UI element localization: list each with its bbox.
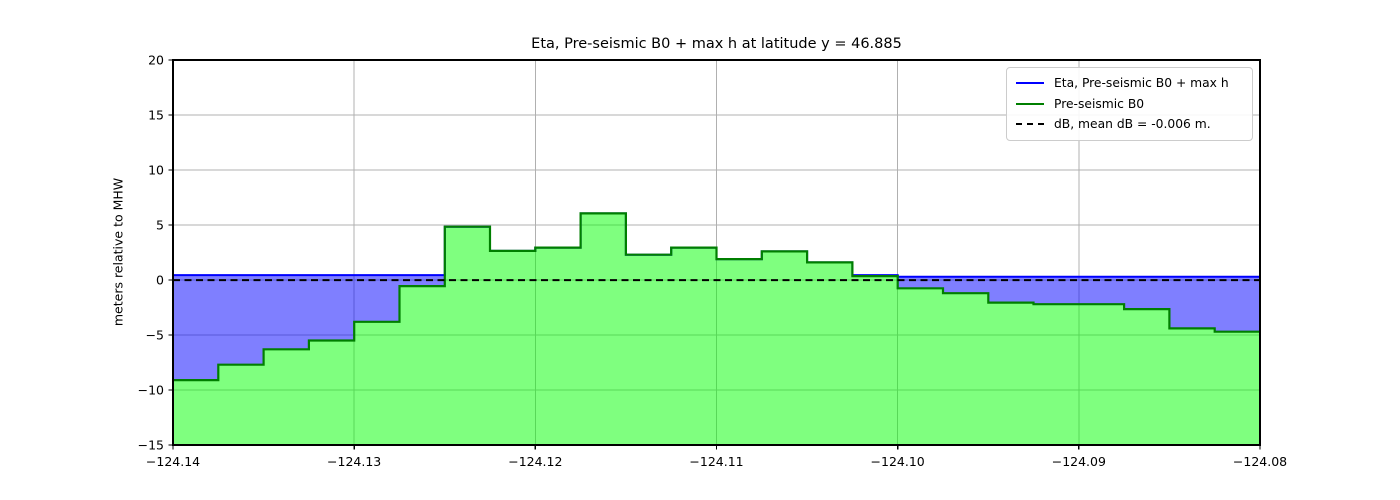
x-tick-label: −124.09	[1052, 454, 1106, 469]
y-tick-label: −15	[138, 438, 164, 453]
x-tick-label: −124.08	[1233, 454, 1287, 469]
legend-line-sample	[1016, 123, 1044, 126]
x-tick-label: −124.13	[327, 454, 381, 469]
legend-label: dB, mean dB = -0.006 m.	[1054, 117, 1211, 132]
chart-title: Eta, Pre-seismic B0 + max h at latitude …	[531, 36, 902, 52]
legend-row: Pre-seismic B0	[1016, 94, 1244, 115]
legend: Eta, Pre-seismic B0 + max h Pre-seismic B…	[1006, 67, 1253, 141]
y-tick-label: 5	[156, 218, 164, 233]
legend-row: Eta, Pre-seismic B0 + max h	[1016, 73, 1244, 94]
y-tick-label: 15	[148, 108, 164, 123]
legend-row: dB, mean dB = -0.006 m.	[1016, 114, 1244, 135]
legend-line-sample	[1016, 82, 1044, 85]
y-tick-label: −10	[138, 383, 164, 398]
x-tick-label: −124.12	[508, 454, 562, 469]
x-tick-label: −124.10	[871, 454, 925, 469]
legend-label: Pre-seismic B0	[1054, 96, 1145, 111]
y-tick-label: 10	[148, 163, 164, 178]
legend-label: Eta, Pre-seismic B0 + max h	[1054, 76, 1229, 91]
b0-line	[173, 212, 1260, 382]
x-tick-label: −124.14	[146, 454, 200, 469]
eta-fill	[173, 213, 1260, 381]
y-tick-label: 20	[148, 53, 164, 68]
legend-line-sample	[1016, 102, 1044, 105]
x-tick-label: −124.11	[689, 454, 743, 469]
y-tick-label: −5	[146, 328, 164, 343]
y-tick-label: 0	[156, 273, 164, 288]
b0-fill	[173, 213, 1260, 445]
